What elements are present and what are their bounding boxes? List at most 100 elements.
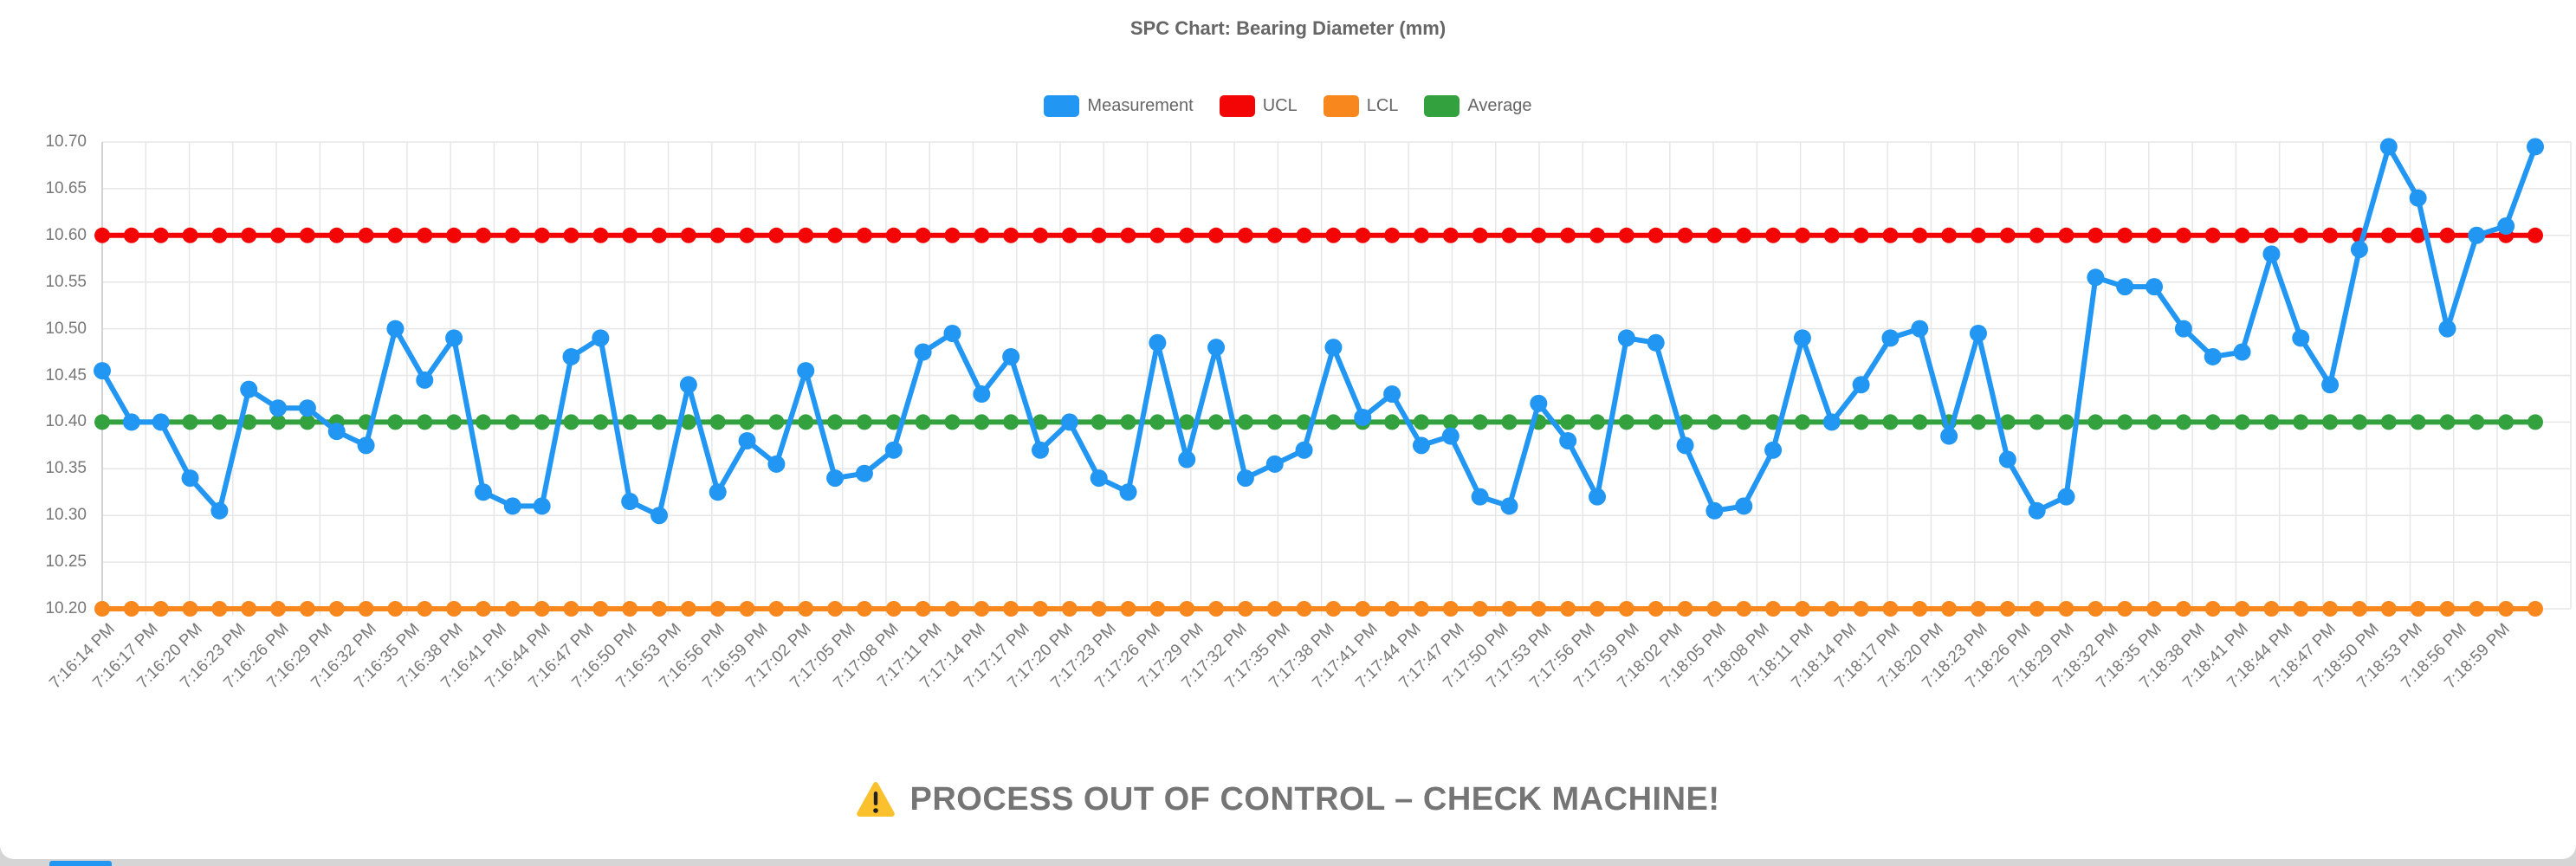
data-point-ucl[interactable] <box>651 227 668 243</box>
data-point-measurement[interactable] <box>1500 497 1518 515</box>
data-point-average[interactable] <box>1970 414 1986 430</box>
data-point-measurement[interactable] <box>1031 441 1049 459</box>
data-point-lcl[interactable] <box>1091 601 1107 617</box>
data-point-lcl[interactable] <box>1589 601 1606 617</box>
data-point-ucl[interactable] <box>534 227 550 243</box>
data-point-measurement[interactable] <box>2468 226 2486 244</box>
data-point-average[interactable] <box>1325 414 1342 430</box>
data-point-ucl[interactable] <box>974 227 990 243</box>
data-point-measurement[interactable] <box>2438 320 2456 338</box>
data-point-measurement[interactable] <box>1236 469 1254 488</box>
data-point-ucl[interactable] <box>622 227 638 243</box>
data-point-lcl[interactable] <box>182 601 198 617</box>
data-point-measurement[interactable] <box>1412 436 1430 455</box>
data-point-average[interactable] <box>211 414 228 430</box>
data-point-ucl[interactable] <box>1677 227 1693 243</box>
data-point-ucl[interactable] <box>1355 227 1371 243</box>
data-point-lcl[interactable] <box>387 601 404 617</box>
data-point-measurement[interactable] <box>181 469 199 488</box>
data-point-ucl[interactable] <box>1501 227 1518 243</box>
data-point-average[interactable] <box>2029 414 2045 430</box>
data-point-lcl[interactable] <box>2439 601 2456 617</box>
data-point-lcl[interactable] <box>2058 601 2074 617</box>
data-point-average[interactable] <box>1442 414 1459 430</box>
data-point-ucl[interactable] <box>592 227 609 243</box>
data-point-lcl[interactable] <box>2146 601 2163 617</box>
data-point-ucl[interactable] <box>1736 227 1752 243</box>
data-point-ucl[interactable] <box>1941 227 1958 243</box>
data-point-ucl[interactable] <box>768 227 785 243</box>
data-point-measurement[interactable] <box>1617 329 1635 347</box>
data-point-measurement[interactable] <box>122 413 140 431</box>
data-point-measurement[interactable] <box>1647 333 1665 352</box>
data-point-measurement[interactable] <box>1735 497 1753 515</box>
data-point-lcl[interactable] <box>768 601 785 617</box>
data-point-average[interactable] <box>944 414 961 430</box>
data-point-average[interactable] <box>534 414 550 430</box>
data-point-average[interactable] <box>1736 414 1752 430</box>
data-point-lcl[interactable] <box>1237 601 1253 617</box>
data-point-measurement[interactable] <box>1559 431 1577 449</box>
data-point-measurement[interactable] <box>327 423 346 441</box>
data-point-ucl[interactable] <box>328 227 345 243</box>
data-point-average[interactable] <box>1912 414 1928 430</box>
data-point-average[interactable] <box>1091 414 1107 430</box>
data-point-measurement[interactable] <box>2146 278 2164 296</box>
data-point-measurement[interactable] <box>2057 488 2075 506</box>
data-point-average[interactable] <box>2351 414 2367 430</box>
data-point-measurement[interactable] <box>386 320 405 338</box>
data-point-lcl[interactable] <box>2322 601 2339 617</box>
data-point-lcl[interactable] <box>2029 601 2045 617</box>
data-point-lcl[interactable] <box>680 601 696 617</box>
data-point-lcl[interactable] <box>1384 601 1401 617</box>
data-point-average[interactable] <box>1413 414 1429 430</box>
data-point-average[interactable] <box>915 414 931 430</box>
data-point-measurement[interactable] <box>2409 189 2427 207</box>
data-point-average[interactable] <box>504 414 521 430</box>
data-point-ucl[interactable] <box>1208 227 1225 243</box>
data-point-lcl[interactable] <box>1208 601 1225 617</box>
legend-item-lcl[interactable]: LCL <box>1323 95 1398 117</box>
data-point-lcl[interactable] <box>94 601 110 617</box>
data-point-lcl[interactable] <box>2204 601 2221 617</box>
data-point-average[interactable] <box>856 414 872 430</box>
data-point-measurement[interactable] <box>1530 394 1548 412</box>
data-point-lcl[interactable] <box>1941 601 1958 617</box>
data-point-lcl[interactable] <box>446 601 463 617</box>
data-point-ucl[interactable] <box>1970 227 1986 243</box>
data-point-ucl[interactable] <box>1091 227 1107 243</box>
data-point-lcl[interactable] <box>2087 601 2104 617</box>
data-point-average[interactable] <box>270 414 287 430</box>
data-point-ucl[interactable] <box>2175 227 2191 243</box>
data-point-average[interactable] <box>1149 414 1166 430</box>
data-point-measurement[interactable] <box>621 493 639 511</box>
data-point-measurement[interactable] <box>533 497 551 515</box>
data-point-lcl[interactable] <box>2263 601 2280 617</box>
data-point-measurement[interactable] <box>709 483 727 501</box>
data-point-lcl[interactable] <box>1325 601 1342 617</box>
data-point-measurement[interactable] <box>1911 320 1929 338</box>
data-point-average[interactable] <box>1237 414 1253 430</box>
data-point-ucl[interactable] <box>1882 227 1899 243</box>
data-point-lcl[interactable] <box>974 601 990 617</box>
data-point-lcl[interactable] <box>211 601 228 617</box>
data-point-lcl[interactable] <box>709 601 726 617</box>
data-point-average[interactable] <box>885 414 902 430</box>
data-point-ucl[interactable] <box>1032 227 1048 243</box>
data-point-measurement[interactable] <box>1265 455 1284 473</box>
data-point-lcl[interactable] <box>534 601 550 617</box>
data-point-measurement[interactable] <box>269 399 288 417</box>
data-point-measurement[interactable] <box>943 324 961 342</box>
data-point-average[interactable] <box>2234 414 2250 430</box>
data-point-lcl[interactable] <box>2410 601 2426 617</box>
data-point-average[interactable] <box>592 414 609 430</box>
legend-item-average[interactable]: Average <box>1424 95 1532 117</box>
data-point-ucl[interactable] <box>885 227 902 243</box>
data-point-lcl[interactable] <box>2175 601 2191 617</box>
data-point-lcl[interactable] <box>1677 601 1693 617</box>
data-point-measurement[interactable] <box>1090 469 1108 488</box>
data-point-measurement[interactable] <box>445 329 463 347</box>
data-point-measurement[interactable] <box>2350 240 2368 258</box>
data-point-average[interactable] <box>974 414 990 430</box>
data-point-ucl[interactable] <box>2087 227 2104 243</box>
